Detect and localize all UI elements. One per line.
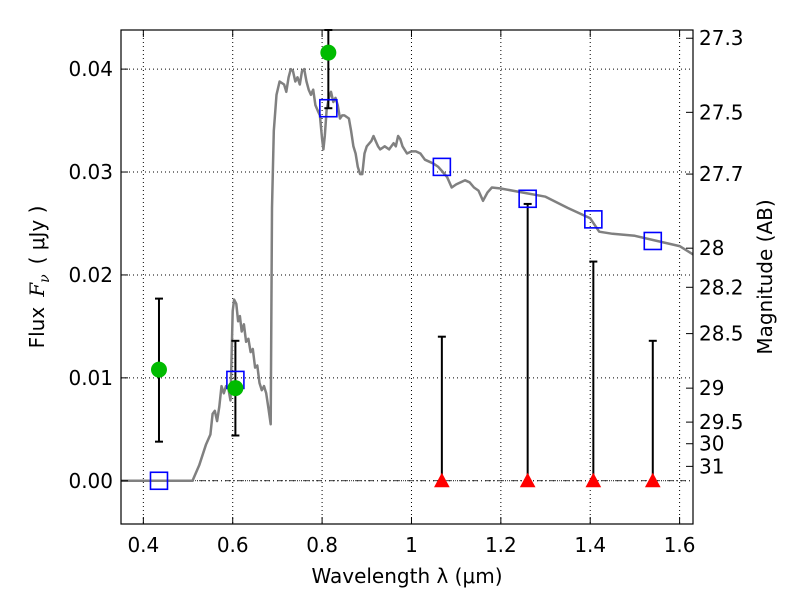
- y2-axis-label: Magnitude (AB): [753, 199, 777, 354]
- upper-limit-triangle: [644, 472, 661, 488]
- upper-limit-triangle: [434, 472, 450, 488]
- y-axis-label-prefix: Flux: [25, 307, 49, 349]
- y-tick-label: 0.04: [68, 57, 113, 81]
- y-tick-label: 0.01: [68, 366, 113, 390]
- y2-tick-label: 28.5: [699, 322, 744, 346]
- predicted-flux-square: [584, 210, 603, 229]
- y2-tick-label: 29: [699, 376, 724, 400]
- y-tick-label: 0.02: [68, 263, 113, 287]
- y-tick-label: 0.00: [68, 469, 113, 493]
- upper-limit-triangle: [585, 472, 602, 488]
- x-tick-label: 1.2: [485, 533, 517, 557]
- predicted-flux-square: [319, 98, 338, 118]
- marker-layer: [149, 44, 663, 491]
- y2-tick-label: 30: [699, 432, 724, 456]
- errorbar-layer: [154, 29, 657, 481]
- y-axis-label: Flux Fν ( μJy ): [25, 206, 53, 349]
- x-tick-label: 1: [405, 533, 418, 557]
- y2-tick-label: 29.5: [699, 410, 744, 434]
- plot-frame: [120, 29, 694, 525]
- predicted-flux-square: [432, 157, 452, 177]
- y-axis-label-symbol: F: [25, 282, 49, 298]
- x-tick-label: 0.8: [306, 533, 338, 557]
- y2-tick-label: 28: [699, 236, 724, 260]
- detection-point: [320, 44, 337, 61]
- predicted-flux-square: [518, 189, 537, 209]
- detection-point: [227, 380, 244, 397]
- y-axis-label-subscript: ν: [37, 274, 53, 283]
- y-tick-label: 0.03: [68, 160, 113, 184]
- x-tick-label: 1.6: [664, 533, 696, 557]
- y2-tick-label: 27.5: [699, 100, 744, 124]
- tick-layer: 0.4 0.6 0.8 1 1.2 1.4 1.6 0.00 0.01 0.02 0.03 0.04 2…: [68, 26, 743, 557]
- y2-tick-label: 28.2: [699, 275, 744, 299]
- y2-tick-label: 27.7: [699, 162, 744, 186]
- detection-point: [150, 361, 167, 378]
- x-axis-label: Wavelength λ (μm): [311, 564, 502, 588]
- y2-tick-label: 31: [699, 454, 724, 478]
- predicted-flux-square: [149, 471, 169, 491]
- x-tick-label: 1.4: [574, 533, 606, 557]
- y-axis-label-units: ( μJy ): [25, 206, 49, 265]
- x-tick-label: 0.4: [127, 533, 159, 557]
- x-tick-label: 0.6: [217, 533, 249, 557]
- upper-limit-triangle: [519, 472, 536, 488]
- y2-tick-label: 27.3: [699, 26, 744, 50]
- predicted-flux-square: [643, 231, 663, 251]
